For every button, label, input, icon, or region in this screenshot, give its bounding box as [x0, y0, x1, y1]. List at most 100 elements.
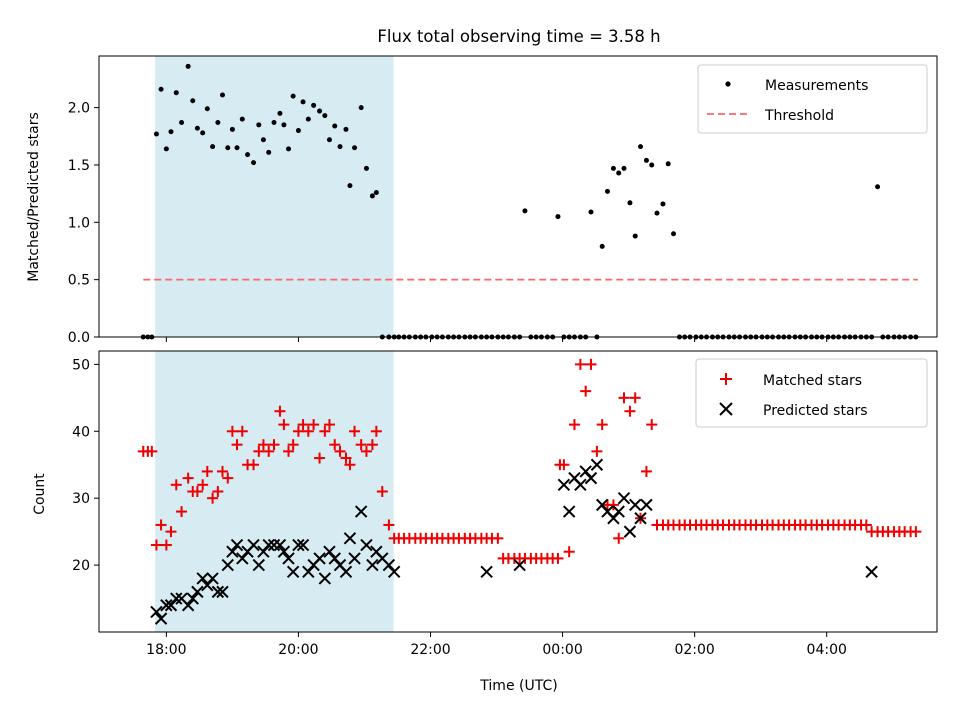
predicted-star-stroke: [273, 538, 287, 552]
measurement-point: [665, 161, 671, 167]
measurement-point: [627, 200, 633, 206]
measurement-point: [194, 125, 200, 131]
matched-star-marker: [292, 425, 304, 437]
predicted-star-marker: [196, 572, 209, 585]
measurement-point: [326, 137, 332, 143]
predicted-star-marker: [262, 538, 275, 552]
measurement-point: [225, 145, 231, 151]
measurement-point: [290, 93, 296, 99]
matched-star-marker: [563, 546, 575, 558]
matched-star-marker: [492, 532, 504, 544]
predicted-star-marker: [865, 565, 878, 578]
matched-star-marker: [283, 445, 295, 457]
measurement-point: [185, 63, 191, 69]
matched-star-marker: [568, 419, 580, 431]
measurement-point: [271, 120, 277, 126]
predicted-star-stroke: [175, 592, 188, 605]
matched-star-marker: [585, 358, 597, 370]
matched-star-marker: [274, 405, 286, 417]
bottom-y-axis-label: Count: [32, 473, 48, 515]
measurement-point: [245, 152, 251, 158]
matched-star-marker: [349, 425, 361, 437]
predicted-star-marker: [313, 552, 326, 565]
predicted-star-marker: [574, 478, 587, 492]
measurement-point: [204, 106, 210, 112]
matched-star-marker: [314, 452, 326, 464]
predicted-star-marker: [557, 478, 571, 492]
measurement-point: [173, 90, 179, 96]
predicted-star-marker: [623, 525, 637, 538]
measurement-point: [215, 120, 221, 126]
matched-star-marker: [383, 519, 395, 531]
predicted-star-stroke: [640, 498, 653, 512]
predicted-star-marker: [339, 565, 353, 578]
measurement-point: [599, 243, 605, 249]
matched-star-marker: [910, 526, 922, 538]
predicted-star-marker: [348, 552, 361, 565]
legend-threshold-label: Threshold: [764, 108, 834, 124]
matched-star-marker: [182, 472, 194, 484]
measurement-point: [200, 130, 206, 136]
predicted-star-stroke: [590, 458, 604, 471]
matched-star-marker: [231, 439, 243, 451]
matched-star-marker: [370, 425, 382, 437]
matched-star-marker: [201, 465, 213, 477]
matched-star-marker: [226, 425, 238, 437]
bottom-y-tick-label: 50: [72, 357, 90, 373]
legend-measurements-label: Measurements: [765, 78, 868, 94]
legend-predicted-label: Predicted stars: [763, 403, 868, 419]
matched-star-marker: [360, 445, 372, 457]
measurement-point: [610, 165, 616, 171]
figure-title: Flux total observing time = 3.58 h: [377, 27, 660, 46]
predicted-star-stroke: [247, 538, 260, 552]
matched-star-marker: [646, 419, 658, 431]
matched-star-marker: [629, 392, 641, 404]
matched-star-marker: [591, 445, 603, 457]
matched-star-marker: [216, 465, 228, 477]
predicted-star-stroke: [226, 545, 239, 558]
predicted-star-stroke: [339, 565, 353, 578]
predicted-star-marker: [154, 612, 168, 625]
bottom-x-ticks: 18:00 20:00 22:00 00:00 02:00 04:00: [146, 632, 847, 658]
predicted-star-stroke: [282, 552, 295, 565]
measurement-point: [168, 129, 174, 135]
matched-star-marker: [263, 445, 275, 457]
predicted-star-stroke: [186, 592, 199, 605]
predicted-star-stroke: [595, 498, 609, 512]
predicted-star-marker: [226, 545, 239, 558]
matched-star-marker: [334, 445, 346, 457]
predicted-star-marker: [480, 565, 493, 578]
matched-star-marker: [297, 419, 309, 431]
predicted-star-marker: [211, 585, 225, 599]
matched-star-marker: [596, 419, 608, 431]
measurement-point: [358, 105, 364, 111]
measurement-point: [369, 193, 375, 199]
matched-star-marker: [165, 526, 177, 538]
matched-star-marker: [319, 425, 331, 437]
measurement-point: [179, 120, 185, 126]
predicted-star-marker: [296, 538, 310, 552]
top-y-tick-label: 1.0: [68, 215, 90, 231]
predicted-star-marker: [617, 491, 631, 505]
predicted-star-stroke: [370, 545, 383, 558]
bottom-y-tick-label: 40: [72, 424, 90, 440]
measurement-point: [654, 210, 660, 216]
matched-star-marker: [207, 492, 219, 504]
measurement-point: [286, 146, 292, 152]
matched-star-marker: [618, 392, 630, 404]
measurement-point: [875, 184, 881, 190]
matched-star-marker: [860, 519, 872, 531]
top-panel: 0.00.51.01.52.0 Matched/Predicted stars …: [26, 55, 938, 346]
predicted-star-stroke: [154, 612, 168, 625]
matched-star-marker: [170, 479, 182, 491]
predicted-star-marker: [513, 558, 526, 572]
bottom-legend: Matched stars Predicted stars: [695, 358, 928, 428]
matched-star-marker: [212, 486, 224, 497]
predicted-star-marker: [150, 605, 163, 619]
top-y-tick-label: 1.5: [68, 158, 90, 174]
measurement-point: [632, 233, 638, 239]
measurement-point: [295, 128, 301, 134]
predicted-star-marker: [387, 565, 401, 578]
